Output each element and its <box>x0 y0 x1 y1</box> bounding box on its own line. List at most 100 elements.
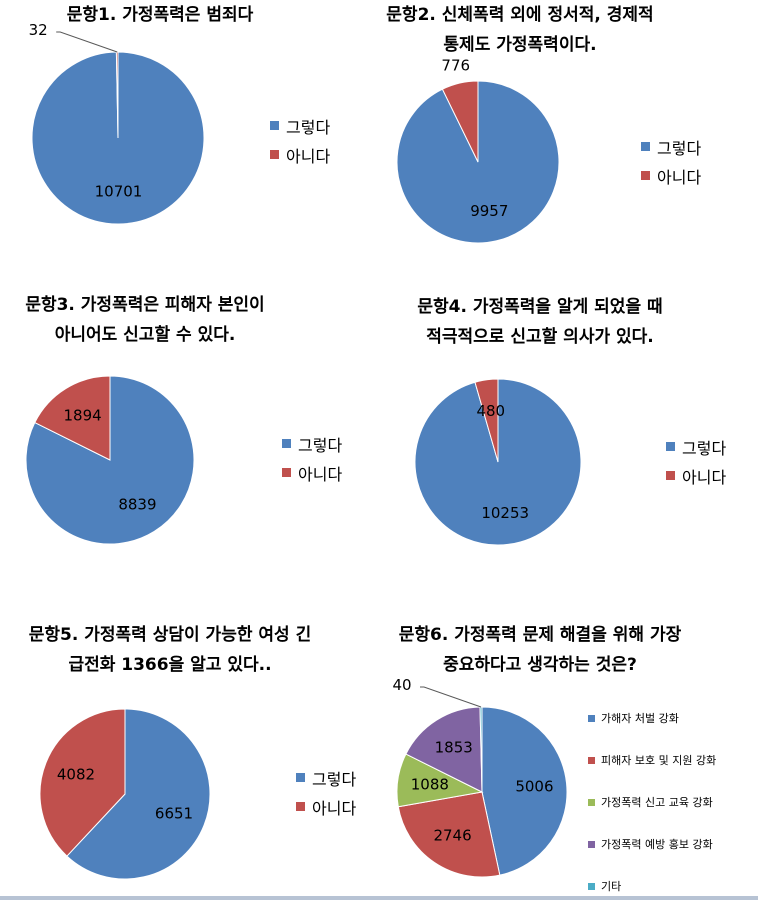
legend-label: 그렇다 <box>298 435 343 455</box>
legend-item: 그렇다 <box>270 111 330 140</box>
chart-title-line-2: 통제도 가정폭력이다. <box>443 35 597 55</box>
data-label: 776 <box>441 57 470 75</box>
chart-title-line-2: 중요하다고 생각하는 것은? <box>443 655 637 675</box>
pie-slice <box>66 708 211 880</box>
legend-label: 그렇다 <box>286 117 331 137</box>
bottom-rule <box>0 896 758 900</box>
pie-chart: 8839 1894 <box>25 375 195 545</box>
pie-slice <box>474 378 499 463</box>
legend-swatch <box>588 756 595 764</box>
data-label: 2746 <box>433 827 471 845</box>
legend-item: 기타 <box>588 865 716 907</box>
legend-swatch <box>296 773 305 782</box>
legend-swatch <box>641 142 650 151</box>
data-label: 10253 <box>481 504 529 522</box>
legend-label: 그렇다 <box>657 138 702 158</box>
data-label: 9957 <box>470 202 508 220</box>
pie-chart: 10701 32 <box>29 21 205 225</box>
legend-item: 아니다 <box>296 792 356 821</box>
legend-label: 가정폭력 예방 홍보 강화 <box>601 838 713 851</box>
chart-title-line-1: 문항4. 가정폭력을 알게 되었을 때 <box>417 297 663 317</box>
pie-slice <box>481 706 568 876</box>
chart-title-line-1: 문항2. 신체폭력 외에 정서적, 경제적 <box>386 5 654 25</box>
pie-slice <box>34 375 111 461</box>
legend-item: 아니다 <box>666 461 726 490</box>
legend-swatch <box>666 471 675 480</box>
legend-label: 아니다 <box>682 467 727 487</box>
pie-chart: 9957 776 <box>396 57 560 244</box>
chart-title: 문항4. 가정폭력을 알게 되었을 때 적극적으로 신고할 의사가 있다. <box>390 292 690 352</box>
data-label: 6651 <box>155 804 193 822</box>
data-label: 1894 <box>63 407 101 425</box>
chart-title-line-2: 아니어도 신고할 수 있다. <box>54 325 236 345</box>
legend-item: 그렇다 <box>666 432 726 461</box>
legend-item: 아니다 <box>282 458 342 487</box>
legend-swatch <box>282 468 291 477</box>
leader-line <box>56 31 118 53</box>
chart-title: 문항5. 가정폭력 상담이 가능한 여성 긴 급전화 1366을 알고 있다.. <box>0 620 340 680</box>
legend-swatch <box>270 121 279 130</box>
chart-title: 문항1. 가정폭력은 범죄다 <box>10 0 310 30</box>
legend-label: 가정폭력 신고 교육 강화 <box>601 796 713 809</box>
data-label: 5006 <box>515 777 553 795</box>
chart-title-line-2: 적극적으로 신고할 의사가 있다. <box>426 327 654 347</box>
chart-title: 문항6. 가정폭력 문제 해결을 위해 가장 중요하다고 생각하는 것은? <box>370 620 710 680</box>
legend-item: 가정폭력 신고 교육 강화 <box>588 781 716 823</box>
legend-label: 그렇다 <box>682 438 727 458</box>
legend-swatch <box>282 439 291 448</box>
legend-item: 그렇다 <box>282 429 342 458</box>
legend-label: 피해자 보호 및 지원 강화 <box>601 754 717 767</box>
legend-item: 가해자 처벌 강화 <box>588 697 716 739</box>
pie-slice <box>397 791 501 878</box>
chart-title: 문항3. 가정폭력은 피해자 본인이 아니어도 신고할 수 있다. <box>0 290 290 350</box>
data-label: 480 <box>476 402 505 420</box>
pie-chart: 10253 480 <box>414 378 582 546</box>
legend-swatch <box>588 882 595 890</box>
legend-label: 아니다 <box>657 167 702 187</box>
legend-swatch <box>588 798 595 806</box>
chart-title-line-1: 문항6. 가정폭력 문제 해결을 위해 가장 <box>398 625 682 645</box>
pie-slice <box>441 80 479 163</box>
legend-label: 기타 <box>601 880 622 893</box>
data-label: 8839 <box>118 495 156 513</box>
legend-swatch <box>296 802 305 811</box>
legend-swatch <box>588 840 595 848</box>
legend-label: 그렇다 <box>312 769 357 789</box>
pie-slice <box>414 378 582 546</box>
legend-swatch <box>641 171 650 180</box>
legend-item: 그렇다 <box>296 763 356 792</box>
data-label: 1853 <box>435 739 473 757</box>
chart-title-line-1: 문항3. 가정폭력은 피해자 본인이 <box>25 295 265 315</box>
leader-line <box>420 686 482 708</box>
legend-item: 그렇다 <box>641 132 701 161</box>
data-label: 10701 <box>95 182 143 200</box>
chart-title: 문항2. 신체폭력 외에 정서적, 경제적 통제도 가정폭력이다. <box>370 0 670 60</box>
pie-slice <box>25 375 195 545</box>
chart-title-line-2: 급전화 1366을 알고 있다.. <box>68 655 272 675</box>
data-label: 40 <box>392 676 411 694</box>
legend-label: 아니다 <box>312 798 357 818</box>
legend-item: 아니다 <box>270 140 330 169</box>
pie-slice <box>405 706 483 793</box>
legend-swatch <box>666 442 675 451</box>
chart-title-line-1: 문항1. 가정폭력은 범죄다 <box>66 5 254 25</box>
legend-item: 피해자 보호 및 지원 강화 <box>588 739 716 781</box>
data-label: 1088 <box>411 775 449 793</box>
legend-label: 아니다 <box>298 464 343 484</box>
data-label: 32 <box>29 21 48 39</box>
legend-label: 가해자 처벌 강화 <box>601 712 679 725</box>
pie-slice <box>39 708 126 857</box>
legend-item: 아니다 <box>641 161 701 190</box>
legend-item: 가정폭력 예방 홍보 강화 <box>588 823 716 865</box>
chart-title-line-1: 문항5. 가정폭력 상담이 가능한 여성 긴 <box>28 625 312 645</box>
data-label: 4082 <box>57 766 95 784</box>
legend-label: 아니다 <box>286 146 331 166</box>
pie-chart: 6651 4082 <box>39 708 211 880</box>
